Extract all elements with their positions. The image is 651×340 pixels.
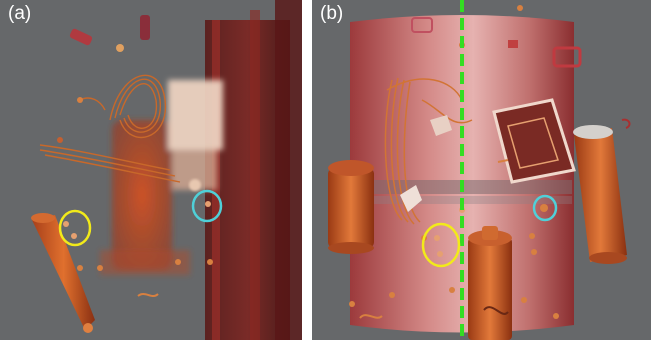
small-parts (349, 5, 631, 319)
blurred-block (100, 80, 223, 275)
yellow-highlight-circle (421, 222, 461, 268)
cylinder-shell (205, 0, 302, 340)
small-parts (57, 15, 213, 297)
wire-coil (39, 74, 181, 183)
panel-a-volume-render (31, 0, 302, 340)
panel-a-label: (a) (8, 3, 32, 24)
yellow-highlight-circle (58, 209, 92, 247)
connector-part (400, 115, 452, 212)
cone-object (31, 213, 95, 333)
center-cone (468, 226, 512, 340)
right-can (573, 125, 627, 264)
cyan-highlight-circle (191, 189, 223, 223)
panel-a: (a) (0, 0, 302, 340)
box-object (492, 98, 576, 184)
panel-b: (b) (312, 0, 651, 340)
left-can (328, 160, 374, 254)
panel-b-volume-render (328, 0, 631, 340)
wire-coil (384, 77, 473, 225)
cyan-highlight-circle (532, 194, 558, 222)
panel-b-label: (b) (320, 3, 344, 24)
